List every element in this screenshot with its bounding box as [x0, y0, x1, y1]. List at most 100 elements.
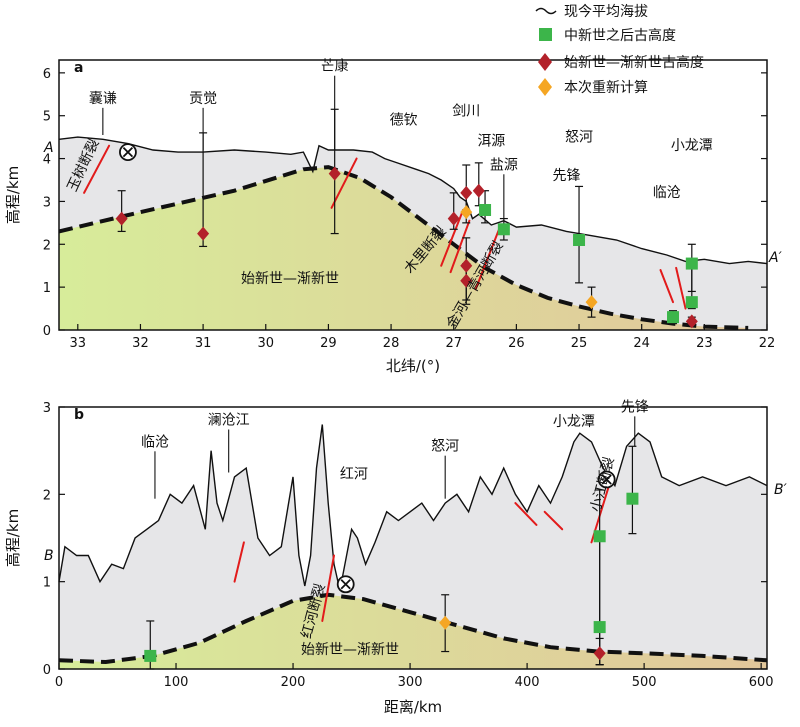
- place-label: 小龙潭: [553, 413, 595, 430]
- fault-line: [659, 269, 675, 304]
- panel-a-ylabel: 高程/km: [4, 166, 22, 224]
- eocene-point: [328, 166, 341, 181]
- elevation-line: [58, 424, 768, 591]
- place-label: 芒康: [321, 58, 349, 75]
- miocene-point: [593, 621, 606, 634]
- elevation-line: [58, 136, 768, 265]
- panel-b-ylabel: 高程/km: [4, 509, 22, 567]
- miocene-point: [667, 311, 680, 324]
- miocene-point: [593, 530, 606, 543]
- place-label: 怒河: [431, 439, 459, 455]
- y-tick-label: 3: [43, 401, 51, 416]
- x-tick-label: 300: [398, 675, 423, 690]
- place-label: 德钦: [390, 112, 418, 128]
- place-label: 先锋: [621, 399, 649, 415]
- fault-line: [83, 144, 111, 194]
- place-label: 盐源: [490, 157, 518, 173]
- place-label: 临沧: [141, 433, 169, 450]
- place-label: 先锋: [553, 168, 581, 184]
- y-tick-label: 0: [43, 324, 51, 339]
- fault-line: [474, 224, 502, 291]
- x-tick-label: 33: [70, 336, 87, 351]
- fault-line: [330, 157, 358, 209]
- place-label: 红河: [340, 467, 368, 483]
- x-tick-label: 29: [320, 336, 337, 351]
- eocene-point: [460, 258, 473, 273]
- legend-label-recalc: 本次重新计算: [564, 80, 648, 96]
- x-tick-label: 200: [281, 675, 306, 690]
- miocene-point: [479, 204, 492, 216]
- legend-label-miocene: 中新世之后古高度: [564, 27, 676, 44]
- x-tick-label: 32: [132, 336, 149, 351]
- panel-a-region-label: 始新世—渐新世: [241, 271, 339, 287]
- legend-label-eocene: 始新世—渐新世古高度: [564, 54, 704, 71]
- panel-a-frame: [58, 59, 768, 331]
- place-label: 洱源: [477, 134, 505, 150]
- eocene-point: [685, 314, 698, 329]
- legend: 现今平均海拔 中新世之后古高度 始新世—渐新世古高度 本次重新计算: [535, 4, 704, 96]
- recalc-point: [439, 615, 452, 630]
- y-tick-label: 6: [43, 67, 51, 82]
- legend-label-elevation: 现今平均海拔: [564, 4, 648, 20]
- eocene-point: [447, 211, 460, 226]
- eocene-point: [460, 273, 473, 288]
- x-tick-label: 30: [257, 336, 274, 351]
- place-label: 剑川: [452, 104, 480, 120]
- x-tick-label: 25: [571, 336, 588, 351]
- y-tick-label: 1: [43, 576, 51, 591]
- recalc-point: [460, 205, 473, 220]
- y-tick-label: 5: [43, 110, 51, 125]
- miocene-point: [497, 223, 510, 236]
- panel-b-region-label: 始新世—渐新世: [301, 642, 399, 658]
- panel-a-start-label: A: [43, 140, 54, 156]
- miocene-point: [573, 234, 586, 246]
- strike-slip-cross: [340, 579, 351, 590]
- eocene-point: [472, 183, 485, 198]
- paleo-surface-line: [58, 165, 749, 330]
- x-tick-label: 500: [632, 675, 657, 690]
- paleo-area: [59, 167, 749, 330]
- x-tick-label: 31: [195, 336, 212, 351]
- fault-line: [233, 541, 245, 583]
- x-tick-label: 28: [383, 336, 400, 351]
- x-tick-label: 600: [749, 675, 774, 690]
- x-tick-label: 0: [55, 675, 63, 690]
- panel-b-xlabel: 距离/km: [384, 698, 442, 716]
- fault-line: [321, 554, 336, 622]
- x-tick-label: 26: [508, 336, 525, 351]
- eocene-point: [593, 646, 606, 661]
- x-tick-label: 100: [164, 675, 189, 690]
- strike-slip-cross: [122, 147, 134, 158]
- strike-slip-cross: [601, 474, 612, 485]
- panel-b-frame: [58, 406, 768, 670]
- fault-line: [675, 266, 687, 310]
- miocene-point: [626, 492, 639, 505]
- y-tick-label: 3: [43, 195, 51, 210]
- x-tick-label: 23: [696, 336, 713, 351]
- y-tick-label: 1: [43, 281, 51, 296]
- y-tick-label: 4: [43, 153, 51, 168]
- y-tick-label: 2: [43, 238, 51, 253]
- place-label: 贡觉: [189, 91, 217, 107]
- paleo-area: [59, 594, 767, 669]
- place-label: 小龙潭: [671, 137, 713, 154]
- place-label: 澜沧江: [208, 411, 250, 428]
- panel-a-xlabel: 北纬/(°): [386, 357, 440, 375]
- x-tick-label: 24: [633, 336, 650, 351]
- fault-line: [449, 219, 471, 274]
- x-tick-label: 27: [445, 336, 462, 351]
- x-tick-label: 400: [515, 675, 540, 690]
- eocene-point: [197, 226, 210, 241]
- panel-a-end-label: A′: [768, 250, 783, 266]
- miocene-point: [685, 257, 698, 270]
- eocene-point: [460, 185, 473, 200]
- paleo-surface-line: [58, 592, 768, 665]
- legend-miocene-marker: [539, 28, 552, 41]
- miocene-point: [685, 296, 698, 309]
- fault-line: [440, 209, 465, 267]
- miocene-point: [144, 649, 157, 662]
- panel-b-label: b: [74, 407, 84, 423]
